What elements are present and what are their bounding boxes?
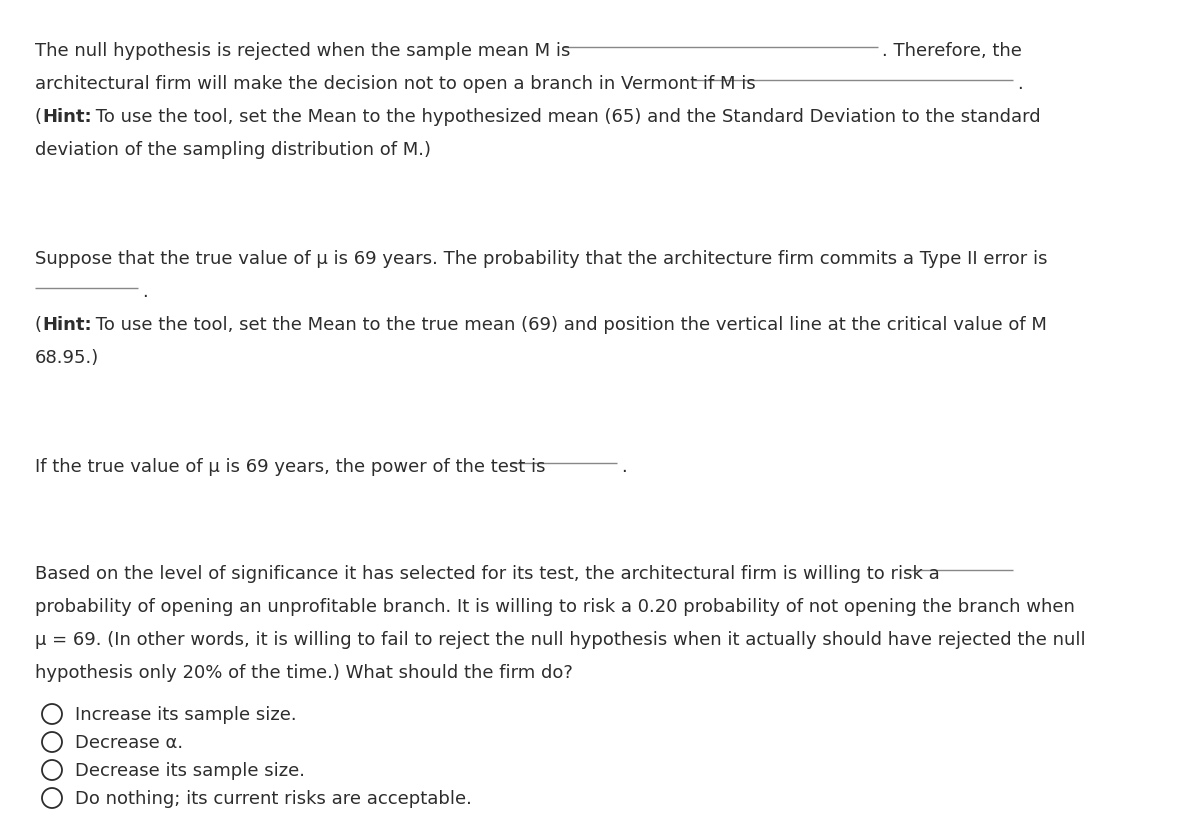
Text: (: ( xyxy=(35,316,42,334)
Text: Decrease its sample size.: Decrease its sample size. xyxy=(74,762,305,780)
Text: If the true value of μ is 69 years, the power of the test is: If the true value of μ is 69 years, the … xyxy=(35,458,546,476)
Text: Decrease α.: Decrease α. xyxy=(74,734,184,752)
Text: probability of opening an unprofitable branch. It is willing to risk a 0.20 prob: probability of opening an unprofitable b… xyxy=(35,598,1075,616)
Text: .: . xyxy=(142,283,148,301)
Text: .: . xyxy=(1018,75,1022,93)
Text: Hint:: Hint: xyxy=(42,316,91,334)
Text: . Therefore, the: . Therefore, the xyxy=(882,42,1022,60)
Text: μ = 69. (In other words, it is willing to fail to reject the null hypothesis whe: μ = 69. (In other words, it is willing t… xyxy=(35,631,1086,649)
Text: The null hypothesis is rejected when the sample mean M is: The null hypothesis is rejected when the… xyxy=(35,42,570,60)
Text: hypothesis only 20% of the time.) What should the firm do?: hypothesis only 20% of the time.) What s… xyxy=(35,664,572,682)
Text: (: ( xyxy=(35,108,42,126)
Text: Increase its sample size.: Increase its sample size. xyxy=(74,706,296,724)
Text: To use the tool, set the Mean to the hypothesized mean (65) and the Standard Dev: To use the tool, set the Mean to the hyp… xyxy=(90,108,1040,126)
Text: architectural firm will make the decision not to open a branch in Vermont if M i: architectural firm will make the decisio… xyxy=(35,75,756,93)
Text: Hint:: Hint: xyxy=(42,108,91,126)
Text: To use the tool, set the Mean to the true mean (69) and position the vertical li: To use the tool, set the Mean to the tru… xyxy=(90,316,1046,334)
Text: Suppose that the true value of μ is 69 years. The probability that the architect: Suppose that the true value of μ is 69 y… xyxy=(35,250,1048,268)
Text: Based on the level of significance it has selected for its test, the architectur: Based on the level of significance it ha… xyxy=(35,565,940,583)
Text: .: . xyxy=(622,458,626,476)
Text: 68.95.): 68.95.) xyxy=(35,349,100,367)
Text: deviation of the sampling distribution of M.): deviation of the sampling distribution o… xyxy=(35,141,431,159)
Text: Do nothing; its current risks are acceptable.: Do nothing; its current risks are accept… xyxy=(74,790,472,808)
